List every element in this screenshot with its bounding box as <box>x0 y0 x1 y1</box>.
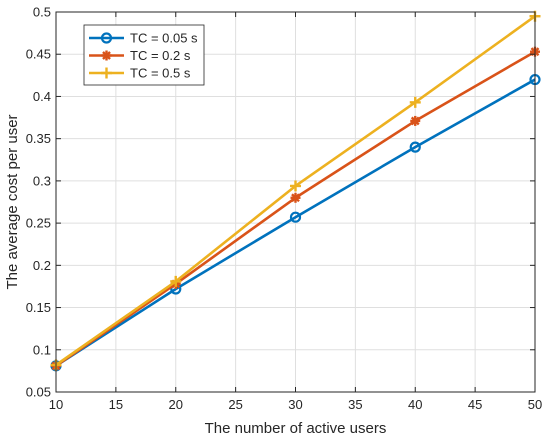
x-tick-label: 40 <box>408 397 422 412</box>
legend-entries: TC = 0.05 s TC = 0.2 s TC = 0.5 s <box>89 31 198 81</box>
x-tick-label: 50 <box>528 397 542 412</box>
y-tick-label: 0.05 <box>26 385 51 400</box>
x-tick-label: 15 <box>109 397 123 412</box>
y-tick-label: 0.2 <box>33 258 51 273</box>
legend-entry: TC = 0.5 s <box>89 66 191 81</box>
data-point-marker <box>101 50 112 61</box>
data-point-marker <box>100 32 113 44</box>
y-tick-label: 0.4 <box>33 89 51 104</box>
y-tick-label: 0.3 <box>33 173 51 188</box>
ticks: 10 15 20 25 30 35 40 45 50 0.05 0.1 0.15 0.2 0.25 0.3 0… <box>26 5 543 413</box>
legend-label: TC = 0.05 s <box>130 31 198 46</box>
y-tick-label: 0.25 <box>26 216 51 231</box>
x-tick-label: 25 <box>228 397 242 412</box>
y-tick-label: 0.35 <box>26 131 51 146</box>
data-point-marker <box>170 275 182 287</box>
x-tick-label: 30 <box>288 397 302 412</box>
y-axis-label: The average cost per user <box>4 114 21 289</box>
legend-label: TC = 0.2 s <box>130 48 191 63</box>
data-point-marker <box>409 141 421 153</box>
data-point-marker <box>410 115 421 126</box>
data-point-marker <box>289 211 302 223</box>
y-tick-label: 0.15 <box>26 300 51 315</box>
data-point-marker <box>409 96 421 108</box>
data-point-marker <box>101 67 112 79</box>
y-tick-label: 0.45 <box>26 47 51 62</box>
legend-entry: TC = 0.05 s <box>89 31 198 46</box>
legend-label: TC = 0.5 s <box>130 66 191 81</box>
x-tick-label: 10 <box>49 397 63 412</box>
x-tick-label: 45 <box>468 397 482 412</box>
x-axis-label: The number of active users <box>205 420 387 437</box>
x-tick-label: 20 <box>169 397 183 412</box>
y-tick-label: 0.1 <box>33 342 51 357</box>
legend-entry: TC = 0.2 s <box>89 48 191 63</box>
legend: TC = 0.05 s TC = 0.2 s TC = 0.5 s <box>83 24 205 86</box>
y-tick-label: 0.5 <box>33 5 51 20</box>
data-point-marker <box>290 192 301 203</box>
x-tick-label: 35 <box>348 397 362 412</box>
data-point-marker <box>290 180 301 192</box>
series-line <box>55 78 536 367</box>
